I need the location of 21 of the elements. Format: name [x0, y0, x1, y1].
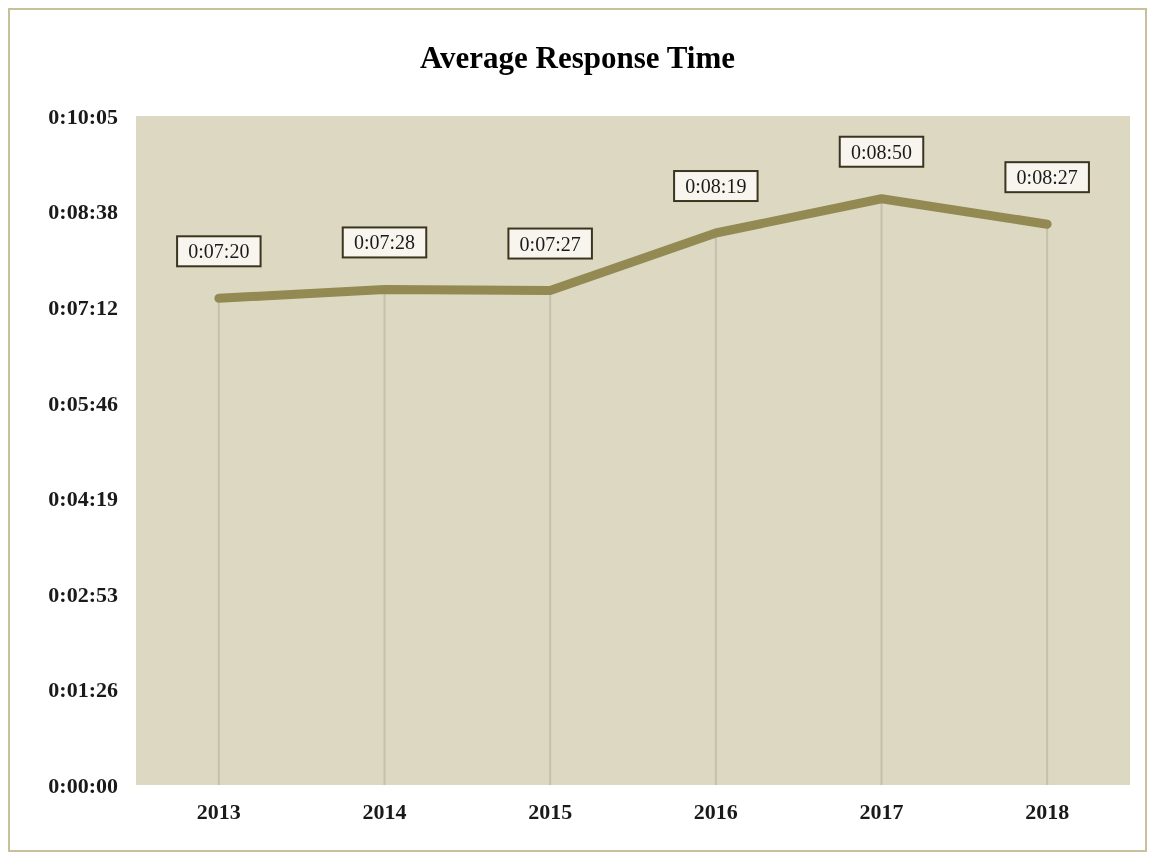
y-tick-label: 0:08:38	[48, 199, 118, 225]
data-label: 0:07:20	[188, 240, 250, 263]
y-tick-label: 0:01:26	[48, 677, 118, 703]
y-tick-label: 0:10:05	[48, 103, 118, 129]
chart-title: Average Response Time	[418, 39, 737, 75]
y-tick-label: 0:07:12	[48, 294, 118, 320]
x-tick-label: 2017	[859, 798, 904, 824]
x-tick-label: 2018	[1025, 798, 1070, 824]
x-tick-label: 2014	[362, 798, 407, 824]
x-tick-label: 2015	[528, 798, 573, 824]
data-label: 0:07:28	[353, 231, 416, 254]
data-label: 0:07:27	[519, 232, 581, 255]
data-label: 0:08:19	[685, 175, 747, 198]
data-label: 0:08:50	[850, 140, 913, 163]
y-tick-label: 0:04:19	[48, 486, 118, 512]
x-tick-label: 2013	[196, 798, 241, 824]
data-label: 0:08:27	[1016, 166, 1078, 189]
y-tick-label: 0:05:46	[48, 390, 118, 416]
x-tick-label: 2016	[693, 798, 738, 824]
y-tick-label: 0:02:53	[48, 581, 118, 607]
y-tick-label: 0:00:00	[48, 772, 118, 798]
